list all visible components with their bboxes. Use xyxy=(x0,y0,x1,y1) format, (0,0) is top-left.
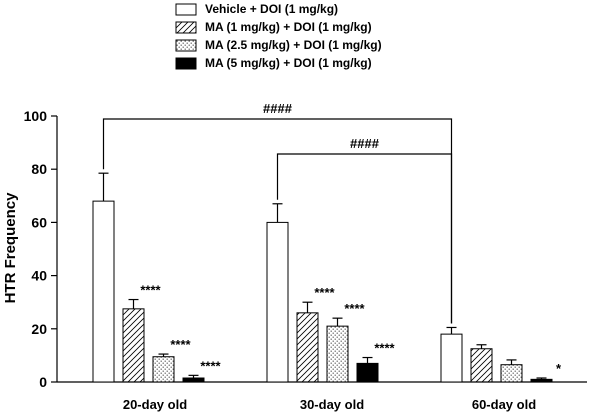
annotation-s1-g0: **** xyxy=(140,283,161,298)
y-tick-label-3: 60 xyxy=(31,214,47,230)
y-tick-label-1: 20 xyxy=(31,321,47,337)
bar-s2-g2 xyxy=(500,364,523,383)
y-axis: 0 20 40 60 80 100 xyxy=(24,108,58,390)
legend-swatch-1 xyxy=(175,21,197,34)
annotation-s2-g1: **** xyxy=(344,301,365,316)
y-tick-label-5: 100 xyxy=(24,108,48,124)
bar-s1-g1 xyxy=(296,312,319,383)
bars xyxy=(92,172,553,383)
legend-label-0: Vehicle + DOI (1 mg/kg) xyxy=(205,2,338,16)
annotation-s3-g2: * xyxy=(556,361,562,376)
legend-item-0: Vehicle + DOI (1 mg/kg) xyxy=(175,2,338,16)
y-axis-label: HTR Frequency xyxy=(2,192,19,304)
bar-s0-g1 xyxy=(266,221,289,383)
bar-s3-g1 xyxy=(356,362,379,383)
x-tick-label-0: 20-day old xyxy=(123,397,187,412)
significance-annotations: **** ********************* xyxy=(140,283,562,376)
y-tick-label-0: 0 xyxy=(39,374,47,390)
annotation-s1-g1: **** xyxy=(314,285,335,300)
bar-s0-g0 xyxy=(92,200,115,383)
annotation-s2-g0: **** xyxy=(170,337,191,352)
x-tick-label-1: 30-day old xyxy=(300,397,364,412)
comparison-bracket-1 xyxy=(276,153,453,324)
legend-swatch-0 xyxy=(175,3,197,16)
legend: Vehicle + DOI (1 mg/kg) MA (1 mg/kg) + D… xyxy=(175,2,382,70)
comparison-label-1: #### xyxy=(350,136,380,151)
y-tick-label-4: 80 xyxy=(31,161,47,177)
legend-item-2: MA (2.5 mg/kg) + DOI (1 mg/kg) xyxy=(175,38,382,52)
legend-item-1: MA (1 mg/kg) + DOI (1 mg/kg) xyxy=(175,20,372,34)
bar-s2-g1 xyxy=(326,325,349,383)
comparison-brackets: #### #### xyxy=(102,101,453,324)
bar-s1-g0 xyxy=(122,308,145,383)
legend-label-3: MA (5 mg/kg) + DOI (1 mg/kg) xyxy=(205,56,372,70)
legend-label-2: MA (2.5 mg/kg) + DOI (1 mg/kg) xyxy=(205,38,382,52)
legend-label-1: MA (1 mg/kg) + DOI (1 mg/kg) xyxy=(205,20,372,34)
legend-item-3: MA (5 mg/kg) + DOI (1 mg/kg) xyxy=(175,56,372,70)
bar-s3-g0 xyxy=(182,377,205,383)
bar-s1-g2 xyxy=(470,348,493,383)
legend-swatch-3 xyxy=(175,57,197,70)
x-tick-labels: 20-day old 30-day old 60-day old xyxy=(123,397,536,412)
comparison-label-0: #### xyxy=(263,101,293,116)
bar-s3-g2 xyxy=(530,378,553,383)
x-tick-label-2: 60-day old xyxy=(472,397,536,412)
annotation-s3-g1: **** xyxy=(374,341,395,356)
y-ticks: 0 20 40 60 80 100 xyxy=(24,108,57,390)
annotation-s3-g0: **** xyxy=(200,358,221,373)
bar-s2-g0 xyxy=(152,356,175,383)
y-tick-label-2: 40 xyxy=(31,268,47,284)
bar-s0-g2 xyxy=(440,333,463,383)
legend-swatch-2 xyxy=(175,39,197,52)
